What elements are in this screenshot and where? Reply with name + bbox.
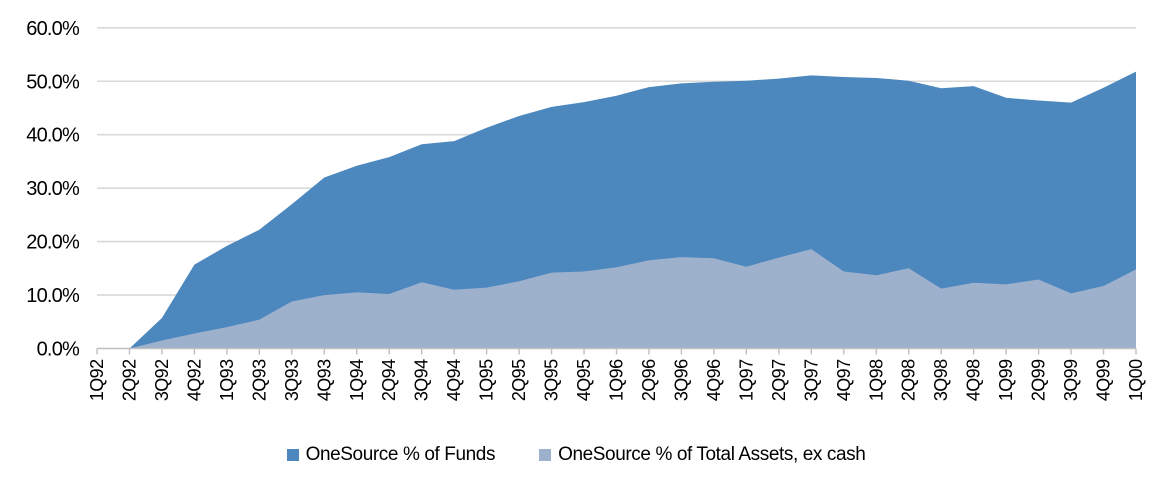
legend-swatch-assets-icon: [539, 449, 552, 461]
x-axis-label: 2Q96: [639, 359, 659, 401]
x-axis-label: 3Q93: [282, 359, 302, 401]
x-axis-label: 3Q99: [1061, 359, 1081, 401]
x-axis-label: 4Q94: [444, 359, 464, 401]
x-axis-label: 1Q99: [996, 359, 1016, 401]
legend-entry-funds: OneSource % of Funds: [286, 444, 496, 466]
legend-label-assets: OneSource % of Total Assets, ex cash: [558, 444, 866, 465]
y-axis-label: 50.0%: [26, 71, 80, 93]
y-axis-label: 40.0%: [26, 125, 80, 147]
x-axis-label: 1Q00: [1126, 359, 1146, 401]
legend-label-funds: OneSource % of Funds: [305, 444, 496, 465]
x-axis-label: 4Q96: [704, 359, 724, 401]
x-axis-label: 2Q98: [899, 359, 919, 401]
chart-legend: OneSource % of Funds OneSource % of Tota…: [0, 438, 1152, 472]
series-area-assets: [97, 249, 1136, 349]
x-axis-label: 4Q97: [834, 359, 854, 401]
legend-swatch-funds-icon: [286, 449, 299, 461]
x-axis-label: 3Q95: [542, 359, 562, 401]
x-axis-label: 3Q97: [801, 359, 821, 401]
y-axis-label: 30.0%: [26, 178, 80, 200]
y-axis-label: 60.0%: [26, 18, 80, 40]
x-axis-label: 1Q92: [87, 359, 107, 401]
x-axis-label: 4Q93: [314, 359, 334, 401]
x-axis-label: 1Q95: [477, 359, 497, 401]
x-axis-label: 1Q94: [347, 359, 367, 401]
x-axis-label: 1Q97: [736, 359, 756, 401]
x-axis-label: 2Q95: [509, 359, 529, 401]
x-axis-label: 3Q98: [931, 359, 951, 401]
x-axis-label: 2Q99: [1029, 359, 1049, 401]
x-axis-label: 2Q92: [119, 359, 139, 401]
x-axis-label: 4Q98: [964, 359, 984, 401]
chart-plot: 0.0% 10.0% 20.0% 30.0% 40.0% 50.0% 60.0% 1Q92 2Q…: [26, 18, 1146, 401]
x-axis-label: 1Q96: [607, 359, 627, 401]
x-axis-label: 3Q92: [152, 359, 172, 401]
x-axis-label: 3Q96: [671, 359, 691, 401]
x-axis-label: 4Q99: [1094, 359, 1114, 401]
x-axis-label: 3Q94: [412, 359, 432, 401]
x-axis-label: 2Q97: [769, 359, 789, 401]
y-axis-label: 0.0%: [37, 339, 80, 361]
x-axis-label: 2Q93: [249, 359, 269, 401]
x-axis-label: 1Q98: [866, 359, 886, 401]
x-axis-label: 2Q94: [379, 359, 399, 401]
y-axis-label: 20.0%: [26, 232, 80, 254]
x-axis-label: 4Q95: [574, 359, 594, 401]
legend-entry-assets: OneSource % of Total Assets, ex cash: [539, 444, 866, 466]
x-axis-label: 1Q93: [217, 359, 237, 401]
x-axis-label: 4Q92: [184, 359, 204, 401]
y-axis-label: 10.0%: [26, 285, 80, 307]
